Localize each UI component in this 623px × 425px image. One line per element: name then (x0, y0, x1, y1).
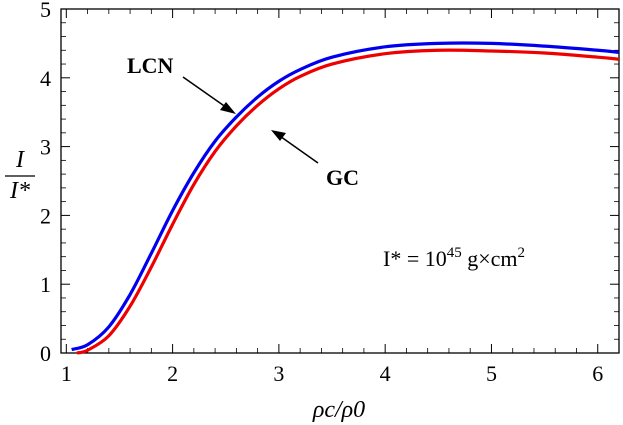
series-line-gc (76, 48, 620, 355)
y-tick-label: 5 (40, 0, 51, 22)
x-tick-label: 6 (592, 361, 603, 386)
x-tick-label: 1 (61, 361, 72, 386)
arrow-gc (271, 130, 319, 164)
constant-prefix: I* = 10 (383, 246, 447, 271)
constant-unit-exponent: 2 (518, 245, 526, 261)
arrow-lcn (182, 76, 236, 114)
annotation-gc: GC (326, 165, 359, 190)
y-tick-label: 1 (40, 272, 51, 297)
y-axis-label-numerator: I (15, 147, 25, 173)
constant-exponent: 45 (447, 245, 462, 261)
x-tick-label: 3 (273, 361, 284, 386)
y-tick-label: 2 (40, 203, 51, 228)
x-tick-label: 4 (380, 361, 391, 386)
x-tick-label: 5 (486, 361, 497, 386)
annotation-lcn: LCN (127, 53, 174, 78)
y-axis-label: I I* (5, 147, 35, 204)
y-tick-label: 3 (40, 135, 51, 160)
curves (71, 41, 620, 355)
y-axis-label-denominator: I* (9, 178, 30, 204)
y-tick-label: 0 (40, 341, 51, 366)
ticks (61, 8, 620, 354)
x-tick-label: 2 (167, 361, 178, 386)
plot-frame (60, 8, 620, 354)
constant-unit: g×cm (462, 246, 518, 271)
constant-label: I* = 1045 g×cm2 (383, 245, 525, 271)
y-tick-label: 4 (40, 66, 51, 91)
series-line-lcn (71, 41, 620, 352)
x-axis-label: ρc/ρ0 (312, 397, 365, 423)
